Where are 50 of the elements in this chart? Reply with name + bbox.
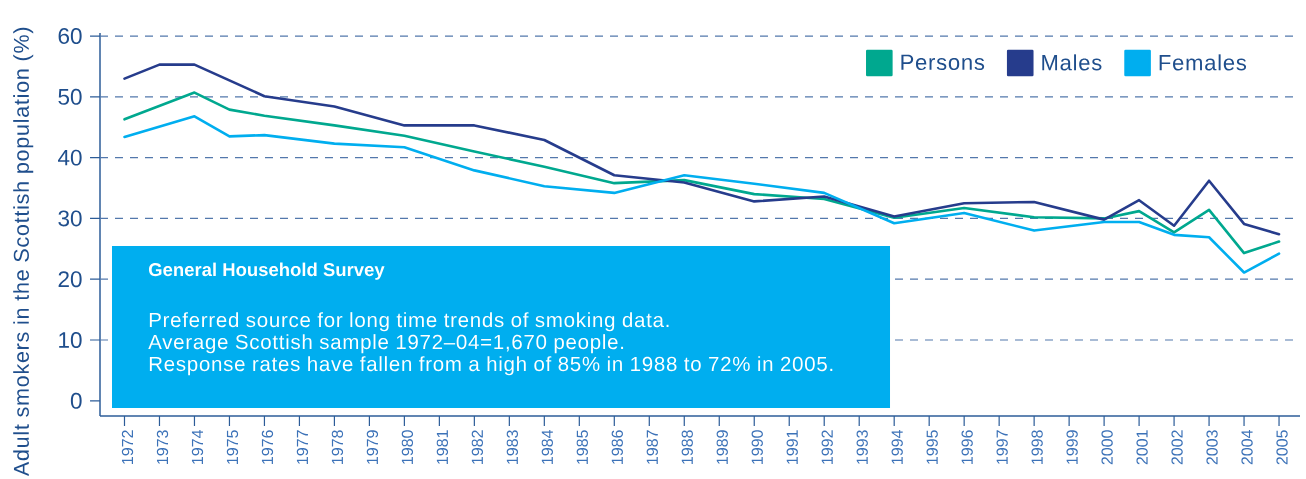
x-tick-label: 2003	[1206, 430, 1218, 465]
x-tick-label: 1995	[926, 430, 938, 464]
y-tick-label: 10	[59, 332, 82, 348]
annotation: Response rates have fallen from a high of 85% in 1988 to 72% in 2005.	[149, 356, 833, 376]
legend-label: Females	[1159, 54, 1247, 71]
x-tick-label: 1981	[436, 430, 449, 464]
x-tick-label: 1980	[401, 430, 414, 464]
annotation: Preferred source for long time trends of smoking data.	[149, 312, 669, 332]
x-tick-label: 1979	[366, 430, 379, 464]
annotation: General Household Survey	[148, 262, 385, 280]
x-tick-label: 1998	[1031, 430, 1043, 464]
y-axis-title: Adult smokers in the Scottish population (%)	[13, 27, 34, 477]
x-tick-label: 2005	[1276, 430, 1288, 465]
y-tick-label: 40	[58, 149, 82, 166]
x-tick-label: 2000	[1101, 430, 1113, 465]
x-tick-label: 1982	[471, 430, 484, 464]
x-tick-label: 1986	[611, 430, 623, 464]
x-tick-label: 2002	[1171, 430, 1183, 465]
x-tick-label: 1988	[681, 430, 693, 464]
x-tick-label: 1984	[541, 429, 553, 464]
legend-label: Males	[1042, 54, 1102, 71]
x-tick-label: 1997	[996, 430, 1008, 464]
x-tick-label: 1975	[226, 430, 239, 464]
x-tick-label: 1992	[821, 430, 833, 464]
x-tick-label: 1990	[751, 430, 763, 464]
x-tick-label: 1983	[506, 430, 518, 464]
x-tick-label: 1974	[191, 429, 204, 464]
x-tick-label: 1994	[891, 429, 903, 464]
y-tick-label: 50	[58, 88, 82, 105]
line-series	[123, 91, 1281, 255]
x-tick-label: 1972	[121, 430, 134, 464]
x-tick-label: 1976	[261, 430, 274, 464]
x-tick-label: 1985	[576, 430, 588, 464]
y-tick-label: 30	[58, 210, 82, 227]
x-tick-label: 2001	[1136, 430, 1148, 465]
x-tick-label: 2004	[1241, 429, 1253, 465]
y-tick-label: 20	[58, 271, 82, 288]
x-tick-label: 1989	[716, 430, 728, 464]
x-tick-label: 1977	[296, 430, 309, 464]
x-tick-label: 1991	[786, 430, 798, 464]
y-tick-label: 60	[58, 28, 82, 44]
x-tick-label: 1999	[1066, 430, 1078, 464]
x-tick-label: 1987	[646, 430, 658, 464]
x-tick-label: 1993	[856, 430, 868, 464]
legend-label: Persons	[901, 54, 985, 71]
y-tick-label: 0	[70, 392, 82, 409]
x-tick-label: 1978	[331, 430, 344, 464]
x-tick-label: 1973	[156, 430, 169, 464]
x-tick-label: 1996	[961, 430, 973, 464]
annotation: Average Scottish sample 1972–04=1,670 people.	[148, 334, 624, 354]
